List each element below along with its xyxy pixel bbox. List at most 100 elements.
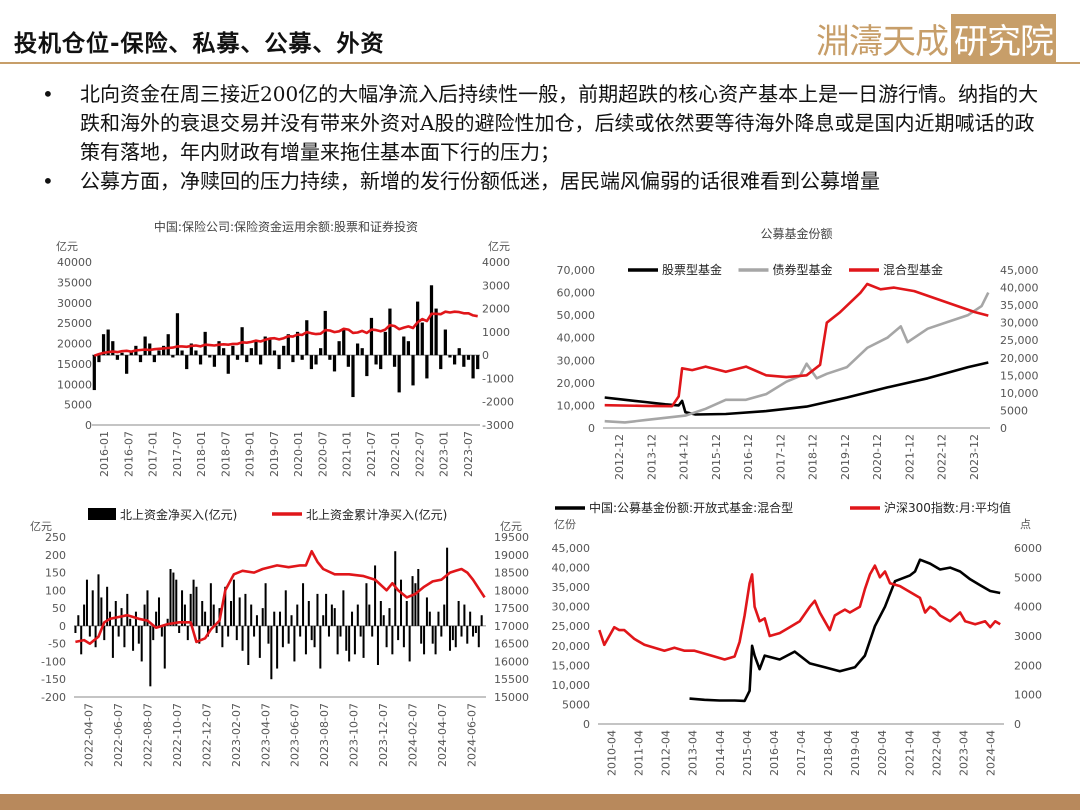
chart2-series-line [604, 361, 989, 416]
chart3-xtick: 2023-10-07 [348, 703, 361, 767]
chart1-bar [406, 341, 411, 356]
chart3-bar [425, 597, 428, 626]
chart3-bar [434, 625, 437, 655]
chart3-bar [460, 625, 463, 637]
chart3-y2tick: 18500 [494, 567, 529, 580]
chart1-bar [365, 355, 369, 377]
chart3-bar [273, 611, 276, 626]
chart4-ytick: 15,000 [552, 659, 591, 672]
chart3-bar [293, 625, 296, 662]
chart2-y2tick: 10,000 [1000, 387, 1039, 400]
chart1-bar [295, 331, 300, 356]
chart3-series-line [75, 549, 486, 646]
chart1-bar [332, 355, 337, 372]
chart3-bar [198, 625, 201, 644]
chart3-bar [448, 625, 451, 651]
footer-bar [0, 794, 1080, 810]
chart3-bar [264, 583, 267, 626]
chart3-bar [469, 611, 472, 626]
chart2-xtick: 2017-12 [774, 434, 787, 480]
chart1-bar [161, 345, 166, 356]
chart3-bar [466, 625, 469, 644]
chart1-bar [249, 348, 253, 356]
chart2-xtick: 2019-12 [839, 434, 852, 480]
chart4-series-line [689, 558, 1001, 703]
chart3-bar [411, 576, 414, 626]
chart1-xtick: 2020-07 [316, 431, 329, 477]
chart3-bar [152, 625, 155, 641]
chart3-bar [437, 611, 440, 626]
chart3-bar [160, 625, 163, 637]
chart3-bar [304, 625, 307, 655]
chart3-bar [474, 625, 477, 633]
chart1-bar [416, 301, 420, 356]
chart4-xtick: 2015-04 [741, 730, 754, 776]
chart1-bar [143, 336, 147, 356]
chart3-bar [325, 593, 328, 626]
chart1-bar [379, 355, 383, 370]
bullet-text: 公募方面，净赎回的压力持续，新增的发行份额低迷，居民端风偏弱的话很难看到公募增量 [80, 169, 880, 193]
chart3-bar [114, 601, 117, 626]
chart1-bar [466, 355, 471, 360]
chart4-xtick: 2017-04 [795, 730, 808, 776]
chart3-bar [472, 625, 475, 637]
chart4-xtick: 2016-04 [768, 730, 781, 776]
chart4-y2tick: 2000 [1014, 659, 1042, 672]
chart1-bar [198, 355, 203, 365]
chart1-y2tick: -3000 [482, 419, 514, 432]
chart4-y2tick: 6000 [1014, 542, 1042, 555]
chart1-bar [272, 350, 277, 356]
chart1-right-unit: 亿元 [488, 240, 510, 253]
chart3-xtick: 2022-10-07 [171, 703, 184, 767]
chart3-bar [181, 590, 184, 626]
chart1-bar [346, 355, 350, 367]
chart3-bar [132, 625, 135, 651]
chart3-ytick: 0 [59, 620, 66, 633]
chart3-bar [232, 579, 235, 626]
chart1-bar [291, 355, 295, 363]
chart3-xtick: 2022-12-07 [200, 703, 213, 767]
chart3-bar [327, 625, 330, 637]
chart2-xtick: 2016-12 [742, 434, 755, 480]
chart3-bar [405, 601, 408, 626]
chart3-bar [290, 615, 293, 626]
chart3-bar [163, 625, 166, 669]
chart2-xtick: 2020-12 [871, 434, 884, 480]
chart1-bar [420, 322, 424, 356]
chart1-y2tick: 3000 [482, 279, 510, 292]
chart4-ytick: 35,000 [552, 581, 591, 594]
chart3-bar [299, 625, 302, 637]
chart1-bar [115, 355, 120, 360]
chart1-bar [268, 338, 272, 356]
chart1-bar [180, 350, 184, 356]
chart3-bar [310, 625, 313, 641]
chart2-y2tick: 0 [1000, 422, 1007, 435]
chart3-bar [106, 586, 109, 626]
chart3-bar [74, 625, 77, 633]
chart3-ytick: 250 [45, 531, 66, 544]
chart1-xtick: 2020-01 [292, 431, 305, 477]
chart1-bar [305, 320, 309, 356]
chart4-ytick: 40,000 [552, 562, 591, 575]
chart3-bar [480, 615, 483, 626]
chart3-bar [224, 586, 227, 626]
chart1-bar [125, 355, 129, 374]
chart1-bar [402, 336, 406, 356]
chart4-xtick: 2010-04 [606, 730, 619, 776]
chart2-ytick: 70,000 [557, 264, 596, 277]
chart3-bar [137, 625, 140, 644]
chart3-bar [149, 625, 152, 687]
chart3-ytick: -200 [41, 691, 66, 704]
brand-logo: 淵濤天成 研究院 [816, 14, 1056, 63]
chart3-bar [362, 625, 365, 658]
chart2-legend-label: 混合型基金 [883, 262, 943, 277]
chart1-xtick: 2019-01 [244, 431, 257, 477]
chart1-bar [138, 355, 143, 363]
chart3-bar [253, 625, 256, 637]
chart3-bar [313, 625, 316, 648]
chart3-bar [143, 604, 146, 626]
chart2-y2tick: 30,000 [1000, 317, 1039, 330]
chart1-bar [411, 355, 415, 386]
chart3-bar [451, 625, 454, 641]
chart3-bar [333, 608, 336, 626]
